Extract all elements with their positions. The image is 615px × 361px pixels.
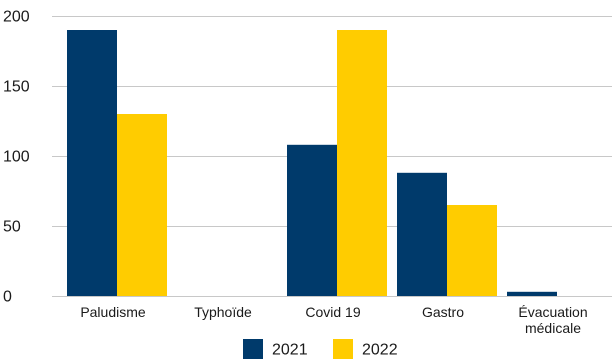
y-tick-label: 0 — [3, 289, 12, 306]
y-tick-label: 100 — [3, 149, 30, 166]
y-tick-label: 150 — [3, 79, 30, 96]
legend-label-2022: 2022 — [362, 342, 398, 359]
bars — [67, 30, 557, 296]
x-category-label-line: Gastro — [422, 304, 464, 320]
bar-2022-paludisme — [117, 114, 167, 296]
x-category-label: Gastro — [422, 304, 464, 320]
y-tick-label: 200 — [3, 9, 30, 26]
legend-label-2021: 2021 — [272, 342, 308, 359]
bar-2021-évacuation-médicale — [507, 291, 557, 296]
x-category-label-line: Covid 19 — [305, 304, 360, 320]
bar-2021-paludisme — [67, 30, 117, 296]
bar-2022-covid-19 — [337, 30, 387, 296]
x-category-label-line: Paludisme — [80, 304, 146, 320]
legend: 2021 2022 — [243, 339, 398, 359]
bar-2021-gastro — [397, 172, 447, 296]
x-category-label-line: Évacuation — [518, 304, 587, 320]
bar-2021-covid-19 — [287, 144, 337, 296]
bar-2022-gastro — [447, 205, 497, 296]
x-category-label: Évacuation médicale — [518, 304, 587, 336]
legend-swatch-2022 — [333, 339, 353, 359]
y-tick-label: 50 — [3, 219, 21, 236]
x-category-label: Paludisme — [80, 304, 146, 320]
legend-swatch-2021 — [243, 339, 263, 359]
x-category-label-line: Typhoïde — [194, 304, 252, 320]
x-axis-categories: Paludisme Typhoïde Covid 19 Gastro Évacuatio… — [80, 304, 587, 336]
x-category-label-line: médicale — [525, 320, 581, 336]
y-axis-ticks: 0 50 100 150 200 — [3, 9, 30, 306]
x-category-label: Covid 19 — [305, 304, 360, 320]
x-category-label: Typhoïde — [194, 304, 252, 320]
